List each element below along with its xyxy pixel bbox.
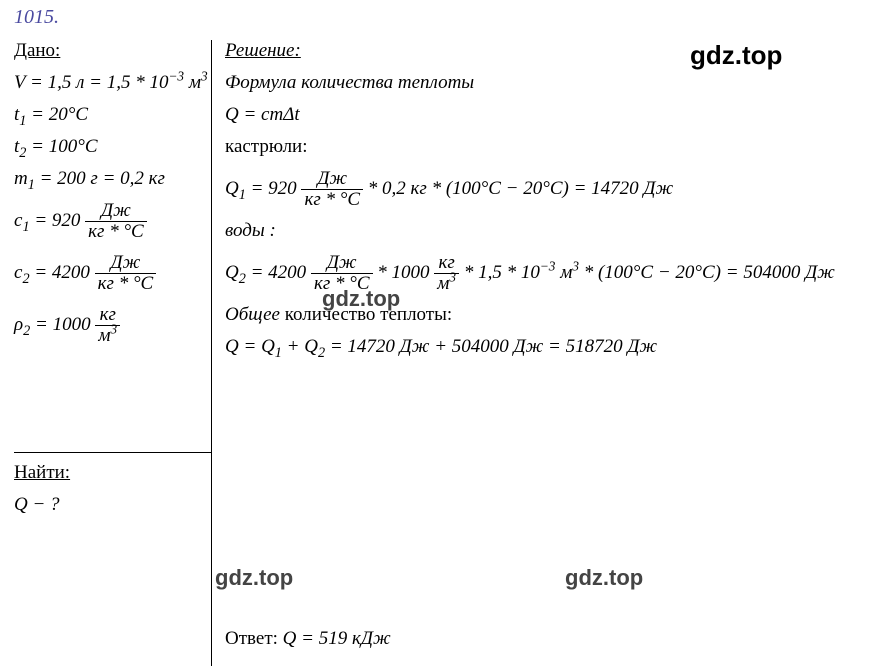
txt: = 200 г = 0,2 кг xyxy=(35,168,165,189)
fraction: кгм3 xyxy=(95,305,120,346)
num: Дж xyxy=(311,253,373,274)
txt: * 0,2 кг * (100°C − 20°C) = 14720 Дж xyxy=(363,178,673,199)
fraction: Джкг * °C xyxy=(301,169,363,210)
find-Q: Q − ? xyxy=(14,494,209,516)
sym: Q xyxy=(225,336,239,357)
given-t2: t2 = 100°C xyxy=(14,136,209,158)
watermark: gdz.top xyxy=(565,565,643,591)
exp: −3 xyxy=(168,69,184,84)
fraction: Джкг * °C xyxy=(95,253,157,294)
find-title: Найти: xyxy=(14,462,209,484)
find-title-text: Найти: xyxy=(14,462,70,483)
txt: * 1,5 * 10 xyxy=(459,262,540,283)
solution-title: Решение: xyxy=(225,40,865,62)
txt: = 920 xyxy=(30,210,86,231)
sym: Q xyxy=(225,178,239,199)
given-c1: c1 = 920 Джкг * °C xyxy=(14,200,209,242)
txt: = 1000 xyxy=(30,314,95,335)
fraction: Джкг * °C xyxy=(311,253,373,294)
given-c2: c2 = 4200 Джкг * °C xyxy=(14,252,209,294)
given-V: V = 1,5 л = 1,5 * 10−3 м3 xyxy=(14,72,209,94)
sub: 2 xyxy=(22,271,29,287)
txt: = 20°C xyxy=(26,104,88,125)
den: кг * °C xyxy=(301,190,363,210)
txt: − ? xyxy=(28,494,60,515)
txt: = 4200 xyxy=(246,262,311,283)
solution-intro: Формула количества теплоты xyxy=(225,72,865,94)
txt: = xyxy=(239,336,261,357)
den: кг * °C xyxy=(85,222,147,242)
txt: м xyxy=(555,262,572,283)
sym: ρ xyxy=(14,314,23,335)
sym: m xyxy=(14,168,28,189)
solution-Q1: Q1 = 920 Джкг * °C * 0,2 кг * (100°C − 2… xyxy=(225,168,865,210)
solution-formula: Q = cmΔt xyxy=(225,104,865,126)
den: кг * °C xyxy=(95,274,157,294)
solution-section-water: воды : xyxy=(225,220,865,242)
given-t1: t1 = 20°C xyxy=(14,104,209,126)
den: м3 xyxy=(434,274,459,294)
exp: 3 xyxy=(449,270,456,285)
num: Дж xyxy=(85,201,147,222)
exp: −3 xyxy=(540,259,556,274)
sub: 2 xyxy=(239,271,246,287)
num: Дж xyxy=(95,253,157,274)
sym: Q xyxy=(261,336,275,357)
sym: Q xyxy=(225,262,239,283)
fraction: кгм3 xyxy=(434,253,459,294)
txt: * (100°C − 20°C) = 504000 Дж xyxy=(579,262,835,283)
txt: * 1000 xyxy=(373,262,435,283)
den: кг * °C xyxy=(311,274,373,294)
sym: Q xyxy=(304,336,318,357)
vertical-divider xyxy=(211,40,212,666)
den: м3 xyxy=(95,326,120,346)
txt: + xyxy=(282,336,304,357)
given-rho: ρ2 = 1000 кгм3 xyxy=(14,304,209,346)
sub: 1 xyxy=(275,345,282,361)
given-m1: m1 = 200 г = 0,2 кг xyxy=(14,168,209,190)
txt: = cmΔt xyxy=(239,104,300,125)
exp: 3 xyxy=(572,259,579,274)
answer-label: Ответ: xyxy=(225,628,283,649)
answer-block: Ответ: Q = 519 кДж xyxy=(225,628,391,650)
problem-number: 1015. xyxy=(14,6,59,29)
given-block: Дано: V = 1,5 л = 1,5 * 10−3 м3 t1 = 20°… xyxy=(14,40,209,356)
solution-section-total: Общее количество теплоты: xyxy=(225,304,865,326)
txt: количество теплоты: xyxy=(280,304,452,325)
sym: V xyxy=(14,72,25,93)
txt: Общее xyxy=(225,304,280,325)
txt: = 4200 xyxy=(30,262,95,283)
solution-block: Решение: Формула количества теплоты Q = … xyxy=(225,40,865,368)
solution-section-pot: кастрюли: xyxy=(225,136,865,158)
given-title-text: Дано: xyxy=(14,40,60,61)
sym: Q xyxy=(14,494,28,515)
txt: = 14720 Дж + 504000 Дж = 518720 Дж xyxy=(325,336,657,357)
txt: = 519 кДж xyxy=(296,628,390,649)
exp: 3 xyxy=(110,322,117,337)
horizontal-divider xyxy=(14,452,211,453)
watermark: gdz.top xyxy=(215,565,293,591)
txt: = 100°C xyxy=(26,136,97,157)
unit: м xyxy=(184,72,201,93)
num: Дж xyxy=(301,169,363,190)
exp: 3 xyxy=(201,69,208,84)
fraction: Джкг * °C xyxy=(85,201,147,242)
sub: 1 xyxy=(239,187,246,203)
solution-Qtotal: Q = Q1 + Q2 = 14720 Дж + 504000 Дж = 518… xyxy=(225,336,865,358)
sub: 1 xyxy=(22,219,29,235)
solution-title-text: Решение: xyxy=(225,40,301,61)
txt: = 920 xyxy=(246,178,302,199)
txt: м xyxy=(98,325,110,346)
find-block: Найти: Q − ? xyxy=(14,462,209,526)
txt: = 1,5 л = 1,5 * 10 xyxy=(25,72,168,93)
answer-value: Q = 519 кДж xyxy=(283,628,391,649)
solution-Q2: Q2 = 4200 Джкг * °C * 1000 кгм3 * 1,5 * … xyxy=(225,252,865,294)
sym: Q xyxy=(225,104,239,125)
given-title: Дано: xyxy=(14,40,209,62)
txt: м xyxy=(437,273,449,294)
sub: 1 xyxy=(28,177,35,193)
sym: Q xyxy=(283,628,297,649)
